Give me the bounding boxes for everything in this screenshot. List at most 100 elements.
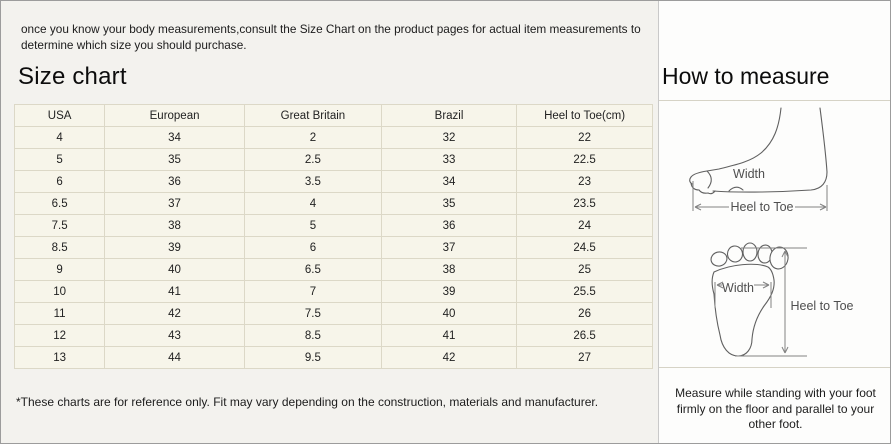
column-header: Great Britain bbox=[243, 104, 382, 127]
side-width-label: Width bbox=[733, 167, 765, 181]
table-cell: 37 bbox=[380, 236, 518, 259]
foot-toe-middle bbox=[741, 242, 758, 262]
table-cell: 7.5 bbox=[13, 214, 106, 237]
foot-toe-fourth bbox=[726, 245, 743, 263]
table-row: 8.5 39 6 37 24.5 bbox=[13, 236, 653, 259]
table-row: 9 40 6.5 38 25 bbox=[13, 258, 653, 281]
table-cell: 38 bbox=[380, 258, 518, 281]
table-cell: 11 bbox=[13, 302, 106, 325]
table-cell: 6.5 bbox=[243, 258, 382, 281]
sole-width-ticks bbox=[714, 282, 771, 308]
table-cell: 2 bbox=[243, 126, 382, 149]
table-cell: 41 bbox=[104, 280, 245, 303]
foot-side-toe-scallops bbox=[689, 182, 716, 195]
intro-text: once you know your body measurements,con… bbox=[21, 22, 641, 52]
table-row: 6 36 3.5 34 23 bbox=[13, 170, 653, 193]
table-cell: 10 bbox=[13, 280, 106, 303]
side-measure-ticks bbox=[692, 181, 827, 211]
side-heel-to-toe-measure: Heel to Toe bbox=[692, 181, 827, 214]
table-cell: 35 bbox=[380, 192, 518, 215]
table-row: 5 35 2.5 33 22.5 bbox=[13, 148, 653, 171]
table-cell: 40 bbox=[104, 258, 245, 281]
table-cell: 23.5 bbox=[516, 192, 653, 215]
table-row: 11 42 7.5 40 26 bbox=[13, 302, 653, 325]
table-cell: 26.5 bbox=[516, 324, 653, 347]
table-row: 12 43 8.5 41 26.5 bbox=[13, 324, 653, 347]
column-header: European bbox=[104, 104, 245, 127]
foot-side-big-toe-line bbox=[705, 170, 712, 189]
table-row: 13 44 9.5 42 27 bbox=[13, 346, 653, 369]
size-chart-table: USA European Great Britain Brazil Heel to To… bbox=[13, 104, 653, 369]
sole-width-measure: Width bbox=[714, 281, 771, 308]
table-cell: 39 bbox=[380, 280, 518, 303]
table-cell: 4 bbox=[243, 192, 382, 215]
table-cell: 9.5 bbox=[243, 346, 382, 369]
sole-heel-to-toe-measure: Heel to Toe bbox=[734, 247, 853, 357]
table-cell: 13 bbox=[13, 346, 106, 369]
table-body: 4 34 2 32 22 5 35 2.5 33 22.5 6 36 3.5 34 23 6.5 37 4 35 23… bbox=[13, 126, 653, 369]
table-row: 4 34 2 32 22 bbox=[13, 126, 653, 149]
table-cell: 5 bbox=[243, 214, 382, 237]
table-cell: 3.5 bbox=[243, 170, 382, 193]
table-header: USA European Great Britain Brazil Heel to To… bbox=[13, 104, 653, 127]
sole-heel-to-toe-label: Heel to Toe bbox=[790, 299, 853, 313]
footnote-text: *These charts are for reference only. Fi… bbox=[16, 395, 599, 409]
table-cell: 44 bbox=[104, 346, 245, 369]
table-cell: 4 bbox=[13, 126, 106, 149]
sole-length-arrowheads bbox=[781, 250, 788, 354]
table-cell: 26 bbox=[516, 302, 653, 325]
table-row: 10 41 7 39 25.5 bbox=[13, 280, 653, 303]
table-cell: 22 bbox=[516, 126, 653, 149]
how-to-measure-section: How to measure Width Heel to Toe bbox=[658, 1, 890, 443]
table-cell: 36 bbox=[380, 214, 518, 237]
foot-side-outline bbox=[688, 107, 782, 185]
size-chart-title: Size chart bbox=[18, 63, 127, 90]
table-cell: 6.5 bbox=[13, 192, 106, 215]
foot-sole-outline bbox=[711, 263, 775, 357]
table-cell: 42 bbox=[104, 302, 245, 325]
foot-side-view-diagram: Width Heel to Toe bbox=[688, 107, 828, 214]
measurement-diagram-panel: Width Heel to Toe bbox=[659, 100, 890, 368]
table-cell: 36 bbox=[104, 170, 245, 193]
side-heel-to-toe-label: Heel to Toe bbox=[730, 200, 793, 214]
table-cell: 7.5 bbox=[243, 302, 382, 325]
table-cell: 41 bbox=[380, 324, 518, 347]
table-row: 7.5 38 5 36 24 bbox=[13, 214, 653, 237]
table-cell: 6 bbox=[243, 236, 382, 259]
column-header: Brazil bbox=[380, 104, 518, 127]
table-cell: 42 bbox=[380, 346, 518, 369]
table-cell: 25.5 bbox=[516, 280, 653, 303]
sole-width-label: Width bbox=[722, 281, 754, 295]
foot-sole-view-diagram: Width Heel to Toe bbox=[710, 242, 853, 357]
table-cell: 27 bbox=[516, 346, 653, 369]
table-cell: 35 bbox=[104, 148, 245, 171]
foot-side-arch-line bbox=[727, 186, 744, 192]
table-cell: 5 bbox=[13, 148, 106, 171]
table-cell: 9 bbox=[13, 258, 106, 281]
table-cell: 38 bbox=[104, 214, 245, 237]
table-row: 6.5 37 4 35 23.5 bbox=[13, 192, 653, 215]
how-to-measure-title: How to measure bbox=[662, 63, 830, 89]
table-cell: 39 bbox=[104, 236, 245, 259]
table-cell: 34 bbox=[104, 126, 245, 149]
foot-measurement-diagram: Width Heel to Toe bbox=[688, 107, 853, 357]
measure-note: Measure while standing with your foot fi… bbox=[675, 386, 876, 432]
table-cell: 24.5 bbox=[516, 236, 653, 259]
sole-length-ticks bbox=[734, 247, 807, 357]
table-cell: 23 bbox=[516, 170, 653, 193]
table-cell: 37 bbox=[104, 192, 245, 215]
size-chart-section: once you know your body measurements,con… bbox=[1, 1, 658, 443]
table-cell: 12 bbox=[13, 324, 106, 347]
table-cell: 24 bbox=[516, 214, 653, 237]
header-row: USA European Great Britain Brazil Heel to To… bbox=[13, 104, 653, 127]
column-header: USA bbox=[13, 104, 106, 127]
foot-toe-pinky bbox=[710, 251, 727, 267]
table-cell: 8.5 bbox=[243, 324, 382, 347]
foot-side-sole bbox=[711, 107, 828, 193]
table-cell: 2.5 bbox=[243, 148, 382, 171]
table-cell: 43 bbox=[104, 324, 245, 347]
side-measure-arrowheads bbox=[694, 203, 826, 211]
table-cell: 40 bbox=[380, 302, 518, 325]
table-cell: 32 bbox=[380, 126, 518, 149]
